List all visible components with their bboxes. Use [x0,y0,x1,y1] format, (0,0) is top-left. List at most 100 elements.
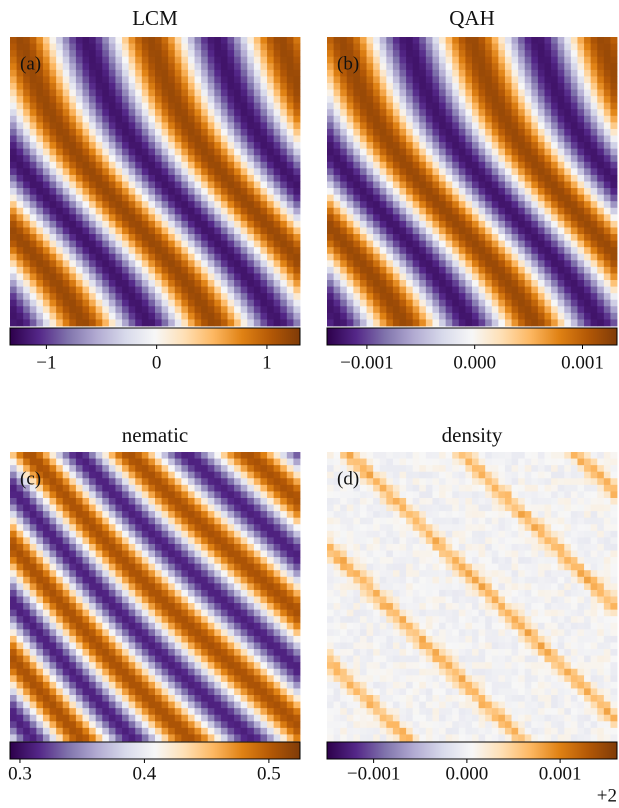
heatmap-cell [518,103,525,110]
heatmap-cell [479,83,486,90]
heatmap-cell [485,109,492,116]
heatmap-cell [518,57,525,64]
heatmap-cell [241,96,248,103]
heatmap-cell [367,188,374,195]
heatmap-cell [69,465,76,472]
heatmap-cell [260,168,267,175]
heatmap-cell [43,136,50,143]
heatmap-cell [43,465,50,472]
heatmap-cell [564,241,571,248]
heatmap-cell [69,505,76,512]
heatmap-cell [373,175,380,182]
heatmap-cell [254,583,261,590]
heatmap-cell [558,142,565,149]
heatmap-cell [43,241,50,248]
heatmap-cell [23,306,30,313]
heatmap-cell [260,551,267,558]
heatmap-cell [89,188,96,195]
heatmap-cell [109,260,116,267]
heatmap-cell [439,149,446,156]
heatmap-cell [162,524,169,531]
heatmap-cell [426,44,433,51]
heatmap-cell [10,287,17,294]
heatmap-cell [214,90,221,97]
heatmap-cell [505,201,512,208]
heatmap-cell [492,241,499,248]
heatmap-cell [247,524,254,531]
heatmap-cell [241,583,248,590]
heatmap-cell [280,518,287,525]
heatmap-cell [393,70,400,77]
heatmap-cell [96,564,103,571]
heatmap-cell [293,208,300,215]
heatmap-cell [293,319,300,326]
heatmap-cell [63,564,70,571]
heatmap-cell [155,472,162,479]
heatmap-cell [122,260,129,267]
heatmap-cell [400,37,407,44]
heatmap-cell [50,524,57,531]
heatmap-cell [214,597,221,604]
heatmap-cell [162,247,169,254]
heatmap-cell [406,155,413,162]
heatmap-cell [360,50,367,57]
heatmap-cell [96,168,103,175]
heatmap-cell [129,175,136,182]
heatmap-cell [373,254,380,261]
heatmap-cell [413,182,420,189]
heatmap-cell [241,564,248,571]
heatmap-cell [115,551,122,558]
heatmap-cell [135,531,142,538]
heatmap-cell [479,227,486,234]
heatmap-cell [452,182,459,189]
heatmap-cell [129,254,136,261]
heatmap-cell [109,280,116,287]
heatmap-cell [327,103,334,110]
heatmap-cell [102,459,109,466]
heatmap-cell [102,273,109,280]
heatmap-cell [584,136,591,143]
heatmap-cell [347,129,354,136]
heatmap-cell [129,544,136,551]
heatmap-cell [479,37,486,44]
heatmap-cell [334,136,341,143]
heatmap-cell [393,195,400,202]
heatmap-cell [155,201,162,208]
heatmap-cell [267,511,274,518]
heatmap-cell [432,247,439,254]
heatmap-cell [50,76,57,83]
heatmap-cell [531,267,538,274]
heatmap-cell [168,260,175,267]
heatmap-cell [518,122,525,129]
heatmap-cell [439,122,446,129]
heatmap-cell [17,577,24,584]
heatmap-cell [267,300,274,307]
heatmap-cell [373,63,380,70]
heatmap-cell [76,610,83,617]
heatmap-cell [115,597,122,604]
heatmap-cell [17,551,24,558]
heatmap-cell [287,485,294,492]
heatmap-cell [135,524,142,531]
heatmap-cell [83,537,90,544]
heatmap-cell [162,610,169,617]
heatmap-cell [558,136,565,143]
heatmap-cell [30,267,37,274]
heatmap-cell [188,267,195,274]
heatmap-cell [135,142,142,149]
heatmap-cell [551,175,558,182]
heatmap-cell [512,273,519,280]
heatmap-cell [142,603,149,610]
heatmap-cell [175,96,182,103]
heatmap-cell [531,142,538,149]
heatmap-cell [36,557,43,564]
heatmap-cell [155,136,162,143]
heatmap-cell [492,175,499,182]
heatmap-cell [400,188,407,195]
heatmap-cell [610,313,617,320]
heatmap-cell [406,129,413,136]
heatmap-cell [23,129,30,136]
heatmap-cell [96,570,103,577]
heatmap-cell [175,162,182,169]
heatmap-cell [115,57,122,64]
